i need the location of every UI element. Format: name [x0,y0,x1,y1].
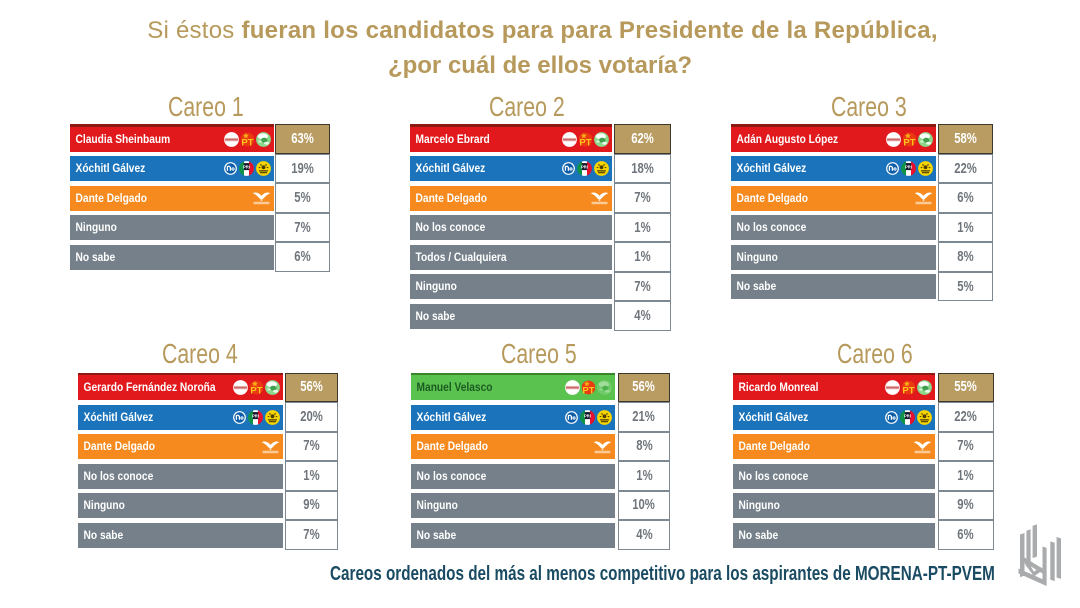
svg-text:PT: PT [904,137,916,147]
svg-text:PT: PT [583,386,595,396]
svg-text:PRI: PRI [243,165,250,170]
svg-text:PRI: PRI [581,165,588,170]
svg-text:PT: PT [579,137,591,147]
svg-text:PT: PT [250,386,262,396]
svg-text:PRI: PRI [905,165,912,170]
svg-text:PRI: PRI [584,413,591,418]
svg-text:PRI: PRI [252,413,259,418]
svg-text:PT: PT [903,386,915,396]
svg-text:PT: PT [242,137,254,147]
svg-text:PRI: PRI [904,413,911,418]
